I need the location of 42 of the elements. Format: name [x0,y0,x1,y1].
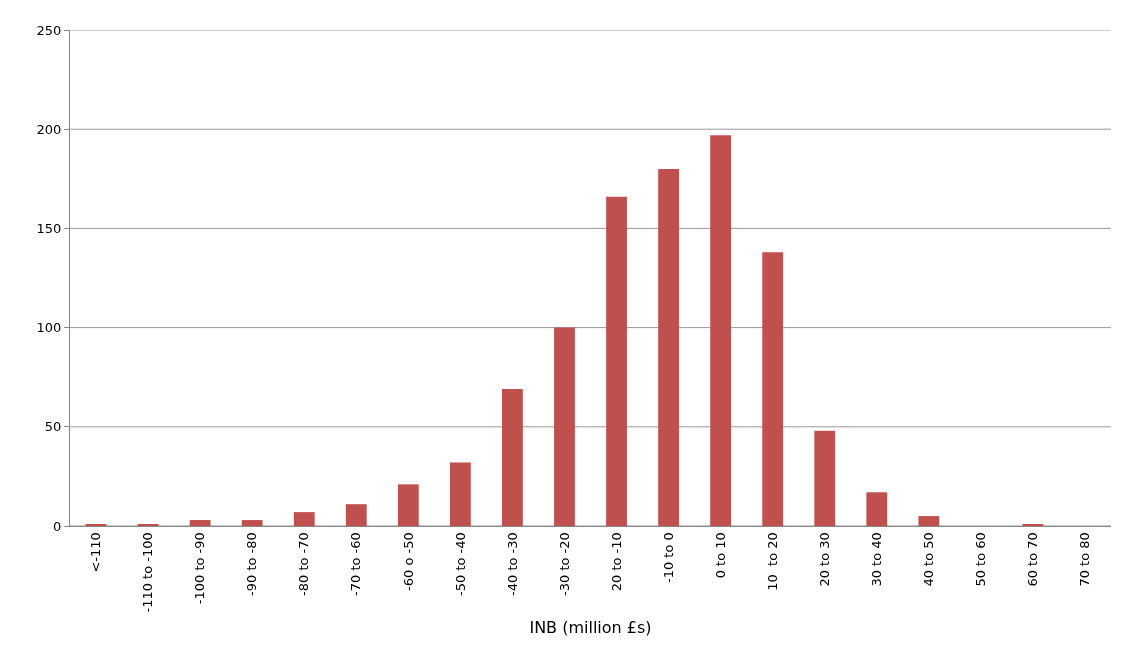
bar [658,168,679,526]
y-tick-label: 0 [53,518,62,534]
bar [606,196,627,526]
y-tick-label: 50 [44,419,62,435]
y-tick-label: 200 [36,121,62,137]
x-tick-label: -70 to -60 [348,532,364,596]
bar [502,389,523,526]
x-tick-label: 10 to 20 [764,532,780,591]
bar [762,252,784,526]
x-tick-label: 70 to 80 [1077,532,1093,587]
x-tick-label: <-110 [88,532,104,573]
x-tick-label: -50 to -40 [452,532,468,596]
x-tick-label: 20 to 30 [816,532,832,587]
x-tick-label: -80 to -70 [296,532,312,596]
bar [866,492,888,526]
x-tick-label: 60 to 70 [1025,532,1041,587]
y-tick-label: 100 [36,320,62,336]
bar [241,520,263,526]
bar [918,516,940,526]
bar [814,430,836,526]
x-tick-label: -10 to 0 [660,532,676,584]
bar [397,484,419,526]
x-tick-label: 30 to 40 [869,532,885,587]
bar [345,504,367,526]
y-tick-label: 150 [36,220,62,236]
bar [293,512,315,526]
x-tick-label: 0 to 10 [712,532,728,579]
x-tick-label: -90 to -80 [244,532,260,596]
x-tick-label: -30 to -20 [556,532,572,596]
x-tick-label: -100 to -90 [192,532,208,605]
bar [189,520,211,526]
x-tick-label: 50 to 60 [973,532,989,587]
bar [554,327,575,526]
bar [710,135,732,526]
x-axis-title: INB (million £s) [529,618,652,638]
x-tick-label: -60 o -50 [400,532,416,591]
y-tick-label: 250 [36,22,62,38]
bar [449,462,471,526]
x-tick-label: 40 to 50 [921,532,937,587]
x-tick-label: -40 to -30 [504,532,520,596]
x-tick-label: -110 to -100 [140,532,156,613]
x-tick-label: 20 to -10 [608,532,624,592]
